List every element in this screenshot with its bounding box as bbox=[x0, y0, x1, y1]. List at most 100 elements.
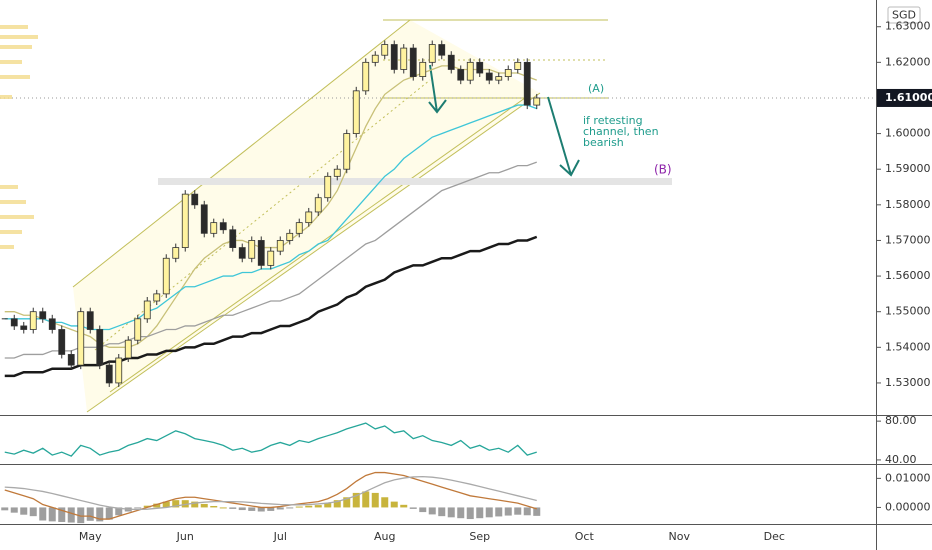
x-tick-label: Sep bbox=[469, 530, 490, 543]
histogram-bar bbox=[457, 507, 465, 519]
line bbox=[4, 161, 537, 359]
histogram-bar bbox=[438, 507, 446, 517]
candle bbox=[172, 247, 180, 259]
histogram-bar bbox=[257, 507, 265, 512]
histogram-bar bbox=[162, 501, 170, 508]
histogram-bar bbox=[514, 507, 522, 515]
candle bbox=[219, 222, 227, 231]
annotation-note: bearish bbox=[583, 136, 624, 149]
annotation-a: (A) bbox=[588, 82, 604, 95]
histogram-bar bbox=[77, 507, 85, 524]
candle bbox=[428, 44, 436, 63]
y-tick-label: 1.62000 bbox=[885, 55, 931, 68]
candle bbox=[115, 357, 123, 384]
candle bbox=[324, 175, 332, 199]
histogram-bar bbox=[447, 507, 455, 518]
candle bbox=[210, 222, 218, 234]
candle bbox=[276, 240, 284, 252]
histogram-bar bbox=[362, 491, 370, 508]
candle bbox=[362, 61, 370, 92]
histogram-bar bbox=[96, 507, 104, 522]
candle bbox=[96, 329, 104, 366]
histogram-bar bbox=[476, 507, 484, 519]
candle bbox=[77, 311, 85, 366]
candle bbox=[153, 293, 161, 302]
candle bbox=[10, 318, 18, 327]
candle bbox=[447, 54, 455, 70]
x-tick-label: Jul bbox=[273, 530, 287, 543]
x-tick-label: Nov bbox=[669, 530, 691, 543]
y-tick-label: 0.01000 bbox=[885, 471, 931, 484]
candle bbox=[352, 90, 360, 134]
line bbox=[4, 471, 537, 520]
line bbox=[4, 475, 537, 511]
histogram-bar bbox=[495, 507, 503, 517]
histogram-bar bbox=[86, 507, 94, 521]
currency-box bbox=[887, 6, 921, 24]
y-tick-label: 1.57000 bbox=[885, 233, 931, 246]
annotation-b: (B) bbox=[654, 163, 672, 177]
candle bbox=[67, 354, 75, 366]
candle bbox=[58, 329, 66, 355]
histogram-bar bbox=[115, 507, 123, 516]
channel-lower bbox=[86, 92, 541, 413]
candle bbox=[533, 97, 541, 106]
candle bbox=[257, 240, 265, 266]
histogram-bar bbox=[333, 500, 341, 508]
histogram-bar bbox=[210, 505, 218, 508]
histogram-bar bbox=[248, 507, 256, 511]
y-tick-label: 1.63000 bbox=[885, 20, 931, 33]
histogram-bar bbox=[409, 507, 417, 509]
candle bbox=[39, 311, 47, 320]
candle bbox=[514, 61, 522, 70]
candle bbox=[48, 318, 56, 330]
candle bbox=[495, 76, 503, 81]
price-tag bbox=[877, 88, 932, 107]
candle bbox=[381, 44, 389, 56]
y-tick-label: 0.00000 bbox=[885, 500, 931, 513]
candle bbox=[485, 72, 493, 81]
histogram-bar bbox=[381, 497, 389, 508]
histogram-bar bbox=[419, 507, 427, 513]
annotation-note: if retesting bbox=[583, 114, 643, 127]
histogram-bar bbox=[39, 507, 47, 521]
candle bbox=[409, 47, 417, 77]
channel-upper bbox=[72, 19, 411, 288]
y-tick-label: 1.58000 bbox=[885, 198, 931, 211]
candle bbox=[29, 311, 37, 330]
candle bbox=[229, 229, 237, 248]
candle bbox=[476, 61, 484, 74]
currency: SGD bbox=[892, 9, 916, 22]
candle bbox=[305, 211, 313, 224]
candle bbox=[314, 197, 322, 213]
candle bbox=[162, 257, 170, 295]
histogram-bar bbox=[20, 507, 28, 515]
candle bbox=[523, 61, 531, 106]
x-tick-label: Jun bbox=[176, 530, 194, 543]
candle bbox=[343, 133, 351, 170]
histogram-bar bbox=[134, 507, 142, 509]
histogram-bar bbox=[343, 497, 351, 508]
candle bbox=[400, 47, 408, 70]
candle bbox=[390, 44, 398, 70]
y-tick-label: 1.53000 bbox=[885, 376, 931, 389]
line bbox=[4, 422, 537, 457]
candle bbox=[457, 69, 465, 81]
candle bbox=[124, 339, 132, 359]
candle bbox=[371, 54, 379, 63]
candle bbox=[419, 61, 427, 77]
candle bbox=[333, 168, 341, 177]
histogram-bar bbox=[314, 505, 322, 508]
histogram-bar bbox=[267, 507, 275, 511]
histogram-bar bbox=[48, 507, 56, 522]
histogram-bar bbox=[523, 507, 531, 516]
y-tick-label: 1.55000 bbox=[885, 305, 931, 318]
x-tick-label: Dec bbox=[764, 530, 785, 543]
histogram-bar bbox=[485, 507, 493, 518]
histogram-bar bbox=[286, 507, 294, 509]
x-tick-label: Oct bbox=[575, 530, 595, 543]
histogram-bar bbox=[533, 507, 541, 516]
